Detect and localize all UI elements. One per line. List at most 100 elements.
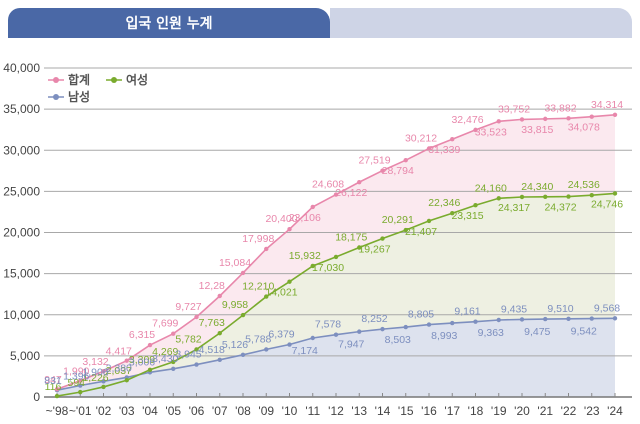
data-label-total: 1,990 [63,366,89,378]
data-label-male: 3,430 [152,353,178,365]
x-tick-label: '16 [421,404,437,418]
data-point-female [450,211,455,216]
data-point-total [171,331,176,336]
legend: 합계 여성 남성 [48,72,148,104]
data-label-male: 3,945 [175,349,201,361]
legend-marker-female [111,77,117,83]
data-label-male: 9,363 [478,327,504,339]
legend-label-female: 여성 [126,72,148,87]
data-point-total [194,314,199,320]
data-point-male [519,317,525,322]
data-point-female [287,279,292,284]
legend-item-male: 남성 [48,89,90,104]
tab-inactive[interactable] [330,8,632,38]
data-point-total [589,114,594,119]
legend-item-female: 여성 [106,72,148,87]
x-tick-label: '11 [305,404,320,418]
data-label-total: 947 [44,374,62,386]
data-point-male [310,335,315,341]
data-label-male: 5,126 [222,339,248,351]
data-point-total [566,116,571,121]
data-label-female: 24,317 [498,202,530,214]
tab-label: 입국 인원 누계 [125,16,213,32]
data-point-male [78,383,83,388]
data-label-female: 24,746 [591,198,623,210]
data-point-male [612,316,618,321]
data-point-female [543,194,548,200]
data-point-male [217,357,222,363]
data-label-female: 23,315 [451,210,483,222]
y-tick-label: 5,000 [10,349,40,363]
data-point-total [496,119,501,124]
data-point-total [519,117,525,122]
x-tick-label: '04 [142,404,158,418]
data-point-male [240,352,246,358]
data-label-total: 28,794 [382,165,414,177]
x-tick-label: '17 [444,404,460,418]
data-label-male: 6,379 [268,329,294,341]
data-point-female [357,245,362,250]
data-label-female: 14,021 [265,287,297,299]
data-label-male: 9,161 [454,306,480,318]
data-point-female [124,378,129,383]
x-tick-label: '10 [282,404,298,418]
x-tick-label: '23 [584,404,600,418]
data-label-male: 9,475 [524,326,550,338]
data-label-female: 116 [45,381,62,393]
x-tick-label: '05 [165,404,181,418]
data-point-female [78,389,83,395]
data-point-total [240,270,246,276]
data-point-female [496,196,501,201]
data-point-total [264,246,269,252]
tab-cumulative-entrants[interactable]: 입국 인원 누계 [8,8,330,38]
data-label-male: 9,568 [594,302,620,314]
data-point-total [543,116,548,122]
x-tick-label: '21 [537,404,553,418]
data-point-total [101,369,106,374]
data-point-male [589,316,594,321]
data-point-female [473,203,478,208]
data-label-male: 4,518 [199,344,225,356]
data-point-male [426,322,432,327]
data-label-male: 3,006 [129,356,155,368]
data-label-female: 24,340 [521,181,553,193]
x-tick-label: '15 [398,404,414,418]
x-tick-label: '20 [514,404,530,418]
data-label-male: 9,435 [501,303,527,315]
y-tick-label: 40,000 [3,61,40,75]
data-point-female [147,367,153,372]
data-label-total: 33,815 [521,124,553,136]
data-label-female: 24,372 [544,202,576,214]
data-label-total: 20,400 [265,213,297,225]
x-tick-label: '02 [96,404,112,418]
data-label-male: 9,542 [571,326,597,338]
data-label-female: 24,160 [475,182,507,194]
data-point-female [101,384,106,390]
data-point-male [357,329,362,334]
legend-label-male: 남성 [68,89,90,104]
data-point-total [473,127,478,133]
data-point-male [287,342,292,347]
data-point-male [264,347,269,352]
data-point-female [333,254,339,260]
data-point-total [217,293,222,299]
data-label-total: 12,28 [199,280,225,292]
legend-label-total: 합계 [68,72,90,87]
data-label-male: 9,510 [547,303,573,315]
data-label-male: 1,906 [82,366,108,378]
data-label-total: 3,132 [82,356,108,368]
legend-item-total: 합계 [48,72,90,87]
data-point-female [426,218,432,224]
data-label-female: 5,782 [175,333,201,345]
data-label-female: 18,175 [335,232,367,244]
x-tick-label: '06 [189,404,205,418]
data-label-male: 8,252 [361,313,387,325]
data-point-female [403,227,408,233]
data-point-male [473,319,478,324]
data-point-female [171,359,176,365]
data-label-male: 8,503 [385,334,411,346]
data-point-total [380,168,385,173]
x-tick-label: '24 [607,404,623,418]
data-point-total [357,179,362,185]
data-label-total: 32,476 [451,114,483,126]
